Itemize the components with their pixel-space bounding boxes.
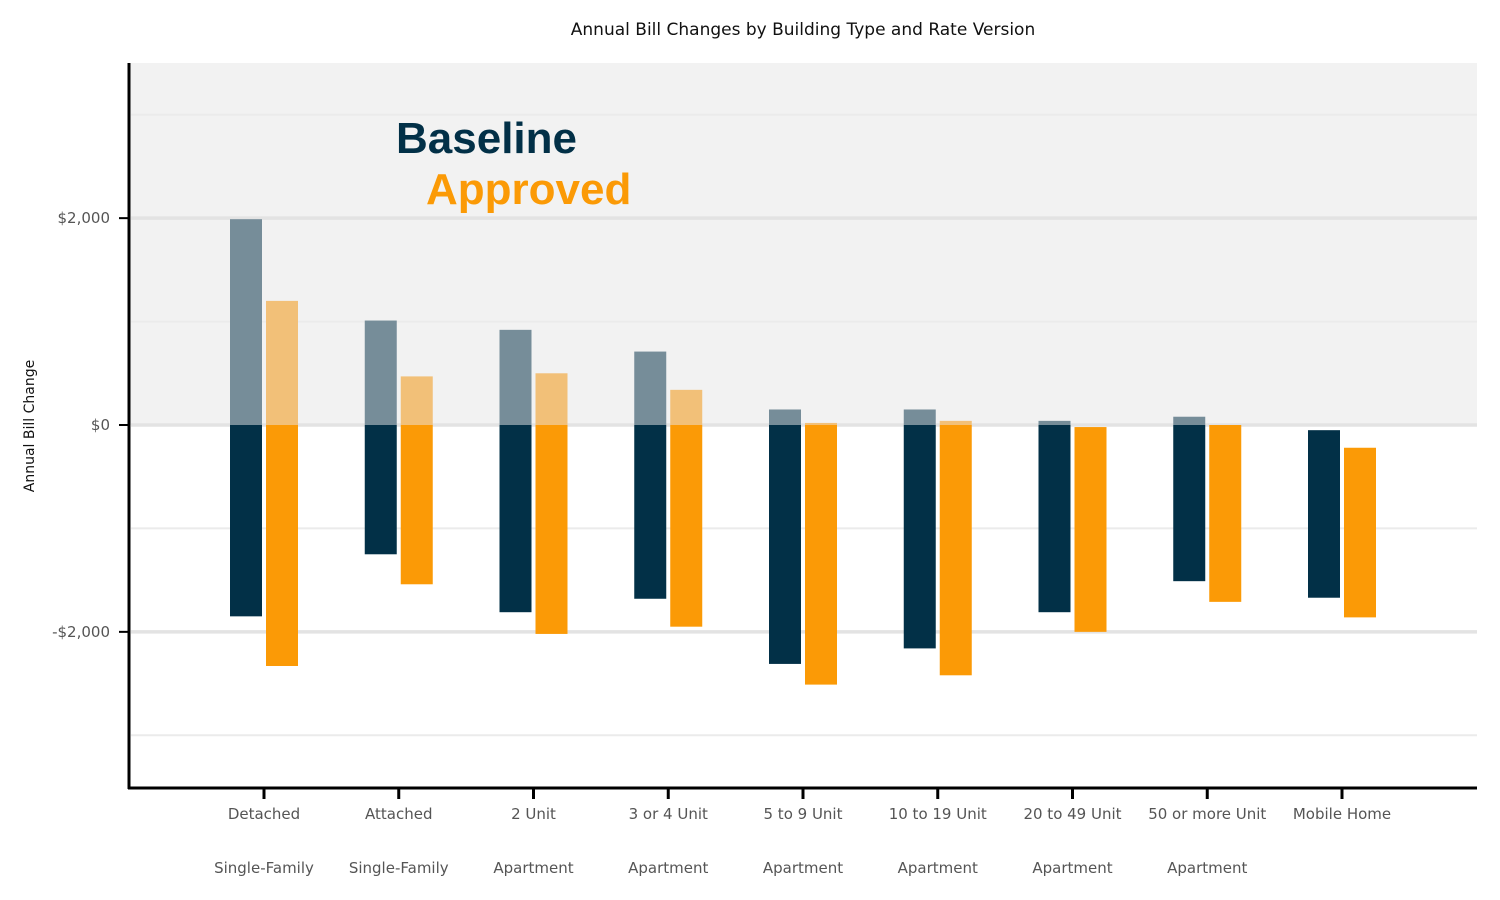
bar-baseline-positive [769,409,801,425]
y-ticks: $2,000 $0 -$2,000 [52,209,129,641]
bar-approved-positive [670,389,703,425]
bar-baseline-positive [903,409,936,425]
x-tick-label-line1: 3 or 4 Unit [629,805,708,823]
bar-baseline-negative [634,425,667,599]
x-tick-label-line2: Apartment [763,859,843,877]
x-tick-label-line2: Single-Family [214,859,314,877]
x-tick-label-line2: Single-Family [349,859,449,877]
x-tick-label-line2: Apartment [1032,859,1112,877]
x-tick-label-line1: Attached [365,805,432,823]
x-tick-label-line1: Mobile Home [1293,805,1391,823]
bar-baseline-positive [230,219,262,425]
bar-baseline-negative [769,425,801,664]
x-tick-label-line1: 10 to 19 Unit [889,805,987,823]
legend-approved: Approved [426,165,631,214]
bar-baseline-positive [499,329,532,425]
bar-baseline-negative [1308,430,1340,598]
y-axis-label: Annual Bill Change [22,360,38,492]
chart-title: Annual Bill Changes by Building Type and… [571,20,1035,40]
bar-baseline-negative [499,425,532,613]
bars [230,219,1376,685]
x-tick-label-line1: 20 to 49 Unit [1023,805,1121,823]
bar-approved-negative [805,425,837,685]
x-tick-label-line2: Apartment [628,859,708,877]
bar-baseline-negative [1038,425,1071,613]
legend-baseline: Baseline [396,114,577,163]
x-ticks: Detached Single-Family Attached Single-Fami… [214,788,1391,877]
bar-approved-positive [939,420,972,425]
x-tick-label-line1: Detached [228,805,300,823]
bar-baseline-positive [1038,420,1071,425]
bar-approved-negative [1209,425,1242,602]
bar-approved-positive [805,422,837,425]
bar-approved-negative [939,425,972,676]
bar-approved-negative [400,425,433,585]
y-tick-label: -$2,000 [52,623,110,641]
bar-approved-negative [1344,447,1376,618]
bar-baseline-negative [230,425,262,617]
x-tick-label-line2: Apartment [1167,859,1247,877]
bar-baseline-positive [1173,416,1206,425]
bar-approved-negative [535,425,568,634]
x-tick-label-line2: Apartment [493,859,573,877]
bar-approved-negative [1074,427,1107,632]
x-tick-label-line1: 2 Unit [511,805,556,823]
bar-approved-negative [670,425,703,627]
gridlines [131,113,1477,737]
bar-baseline-negative [903,425,936,649]
bar-approved-positive [535,373,568,425]
bar-approved-positive [400,376,433,425]
x-tick-label-line1: 5 to 9 Unit [764,805,843,823]
bar-baseline-negative [364,425,397,555]
bar-approved-negative [266,425,298,666]
positive-region-background [130,63,1477,425]
bar-baseline-negative [1173,425,1206,582]
bar-approved-positive [266,300,298,425]
y-tick-label: $0 [91,416,110,434]
x-tick-label-line1: 50 or more Unit [1148,805,1266,823]
y-tick-label: $2,000 [58,209,111,227]
bar-baseline-positive [364,320,397,425]
x-tick-label-line2: Apartment [898,859,978,877]
bar-baseline-positive [634,351,667,425]
